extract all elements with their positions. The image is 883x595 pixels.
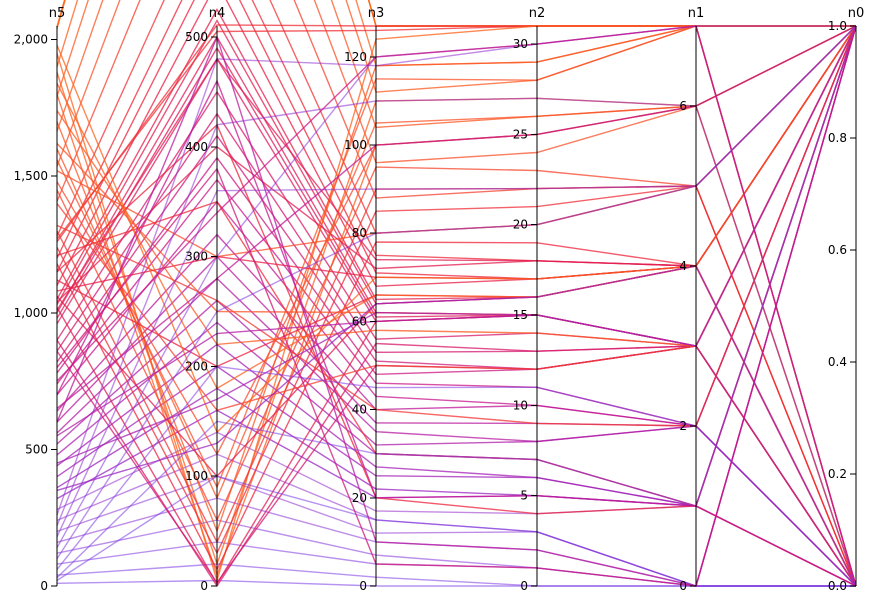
data-line: [56, 0, 857, 132]
tick-label: 30: [513, 37, 528, 51]
tick-label: 500: [185, 30, 208, 44]
axis-n3: 0 20 40 60 80 100 120 n3: [344, 6, 384, 593]
tick-label: 15: [513, 308, 528, 322]
tick-label: 120: [344, 50, 367, 64]
tick-label: 4: [679, 259, 687, 273]
axes: 05001,0001,5002,000n50100200300400500n40…: [14, 6, 865, 593]
data-line: [56, 25, 857, 456]
tick-label: 0.8: [828, 131, 847, 145]
axis-n2: 0 5 10 15 20 25 30 n2: [513, 6, 546, 593]
data-line: [56, 185, 857, 587]
data-line: [56, 0, 857, 587]
data-line: [56, 563, 856, 587]
tick-label: 2,000: [14, 33, 48, 47]
tick-label: 0.0: [828, 579, 847, 593]
tick-label: 500: [25, 442, 48, 456]
axis-title: n5: [49, 6, 66, 21]
tick-label: 0: [359, 579, 367, 593]
data-line: [56, 57, 857, 587]
tick-label: 0: [520, 579, 528, 593]
data-line: [56, 0, 856, 29]
axis-title: n1: [688, 6, 705, 21]
tick-label: 0: [200, 579, 208, 593]
data-line: [56, 25, 857, 443]
axis-n0: 0.0 0.2 0.4 0.6 0.8 1.0n0: [828, 6, 864, 593]
tick-label: 0: [679, 579, 687, 593]
data-line: [56, 475, 856, 587]
tick-label: 5: [520, 489, 528, 503]
tick-label: 25: [513, 127, 528, 141]
tick-label: 0.6: [828, 243, 847, 257]
tick-label: 2: [679, 419, 687, 433]
data-line: [56, 79, 857, 587]
data-line: [56, 25, 857, 544]
data-line: [56, 25, 857, 464]
tick-label: 200: [185, 359, 208, 373]
data-line: [56, 0, 856, 27]
data-line: [56, 255, 857, 587]
data-line: [56, 25, 857, 427]
tick-label: 60: [352, 314, 367, 328]
data-line: [56, 25, 857, 409]
tick-label: 40: [352, 403, 367, 417]
data-line: [56, 0, 857, 587]
data-line: [56, 314, 857, 587]
tick-label: 0: [40, 579, 48, 593]
axis-title: n0: [848, 6, 865, 21]
data-line: [56, 0, 857, 287]
tick-label: 6: [679, 99, 687, 113]
tick-label: 300: [185, 250, 208, 264]
data-line: [56, 134, 857, 587]
axis-title: n2: [529, 6, 546, 21]
tick-label: 80: [352, 226, 367, 240]
data-line: [56, 97, 857, 587]
data-line: [56, 365, 857, 587]
data-line: [56, 519, 856, 587]
tick-label: 1.0: [828, 19, 847, 33]
axis-n1: 0 2 4 6 n1: [679, 6, 704, 593]
data-line: [56, 0, 857, 587]
tick-label: 20: [352, 491, 367, 505]
data-line: [56, 265, 857, 587]
axis-title: n3: [368, 6, 385, 21]
tick-label: 0.4: [828, 355, 847, 369]
data-line: [56, 25, 857, 587]
data-line: [56, 25, 857, 579]
data-line: [56, 25, 856, 516]
axis-title: n4: [209, 6, 226, 21]
data-line: [56, 0, 857, 587]
data-line: [56, 0, 857, 587]
tick-label: 10: [513, 398, 528, 412]
data-line: [56, 25, 857, 258]
tick-label: 0.2: [828, 467, 847, 481]
data-line: [56, 25, 857, 587]
tick-label: 1,000: [14, 306, 48, 320]
data-line: [56, 0, 857, 202]
tick-label: 400: [185, 140, 208, 154]
data-line: [56, 255, 857, 587]
data-lines: [56, 0, 857, 588]
tick-label: 100: [185, 469, 208, 483]
tick-label: 20: [513, 218, 528, 232]
data-line: [56, 25, 857, 560]
tick-label: 1,500: [14, 169, 48, 183]
tick-label: 100: [344, 138, 367, 152]
data-line: [56, 25, 857, 390]
